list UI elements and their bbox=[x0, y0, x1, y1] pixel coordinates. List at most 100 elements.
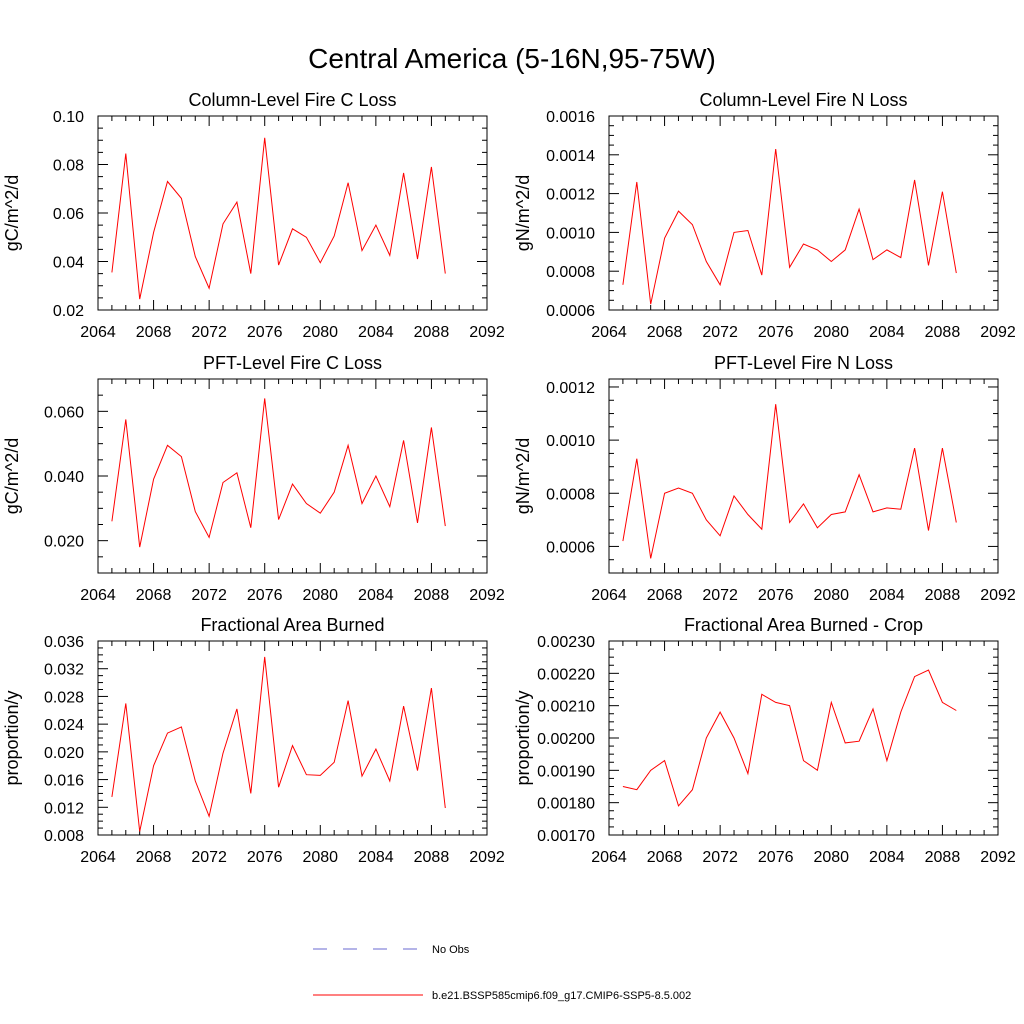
x-tick-label: 2068 bbox=[647, 324, 683, 341]
y-tick-label: 0.00180 bbox=[537, 796, 595, 813]
y-axis-label: proportion/y bbox=[2, 690, 22, 785]
y-tick-label: 0.060 bbox=[44, 404, 84, 421]
x-tick-label: 2072 bbox=[702, 324, 738, 341]
y-tick-label: 0.08 bbox=[53, 158, 84, 175]
x-tick-label: 2072 bbox=[702, 587, 738, 604]
y-tick-label: 0.0012 bbox=[546, 380, 595, 397]
x-tick-label: 2068 bbox=[136, 849, 172, 866]
y-tick-label: 0.0008 bbox=[546, 486, 595, 503]
y-tick-label: 0.00230 bbox=[537, 634, 595, 651]
x-tick-label: 2068 bbox=[136, 324, 172, 341]
x-tick-label: 2064 bbox=[591, 324, 627, 341]
x-tick-label: 2068 bbox=[647, 587, 683, 604]
x-tick-label: 2064 bbox=[80, 587, 116, 604]
chart-panel: Fractional Area Burned - Crop proportion/… bbox=[513, 615, 1016, 866]
panel-title: Fractional Area Burned - Crop bbox=[684, 615, 923, 635]
x-tick-label: 2084 bbox=[869, 849, 905, 866]
y-axis-label: gC/m^2/d bbox=[2, 438, 22, 514]
x-tick-label: 2088 bbox=[925, 324, 961, 341]
legend: No Obs b.e21.BSSP585cmip6.f09_g17.CMIP6-… bbox=[313, 944, 691, 1002]
chart-panel: Column-Level Fire C Loss gC/m^2/d 2064 2068… bbox=[2, 90, 505, 341]
y-tick-label: 0.020 bbox=[44, 534, 84, 551]
x-tick-label: 2072 bbox=[702, 849, 738, 866]
x-tick-label: 2076 bbox=[247, 324, 283, 341]
y-axis-label: gC/m^2/d bbox=[2, 175, 22, 251]
series-line bbox=[622, 404, 957, 559]
x-tick-label: 2076 bbox=[758, 587, 794, 604]
y-tick-label: 0.032 bbox=[44, 662, 84, 679]
series-line bbox=[622, 669, 957, 807]
legend-label-model-run: b.e21.BSSP585cmip6.f09_g17.CMIP6-SSP5-8.… bbox=[432, 990, 691, 1002]
x-tick-label: 2092 bbox=[469, 849, 505, 866]
x-tick-label: 2080 bbox=[813, 849, 849, 866]
y-tick-label: 0.016 bbox=[44, 773, 84, 790]
x-tick-label: 2076 bbox=[247, 849, 283, 866]
x-tick-label: 2080 bbox=[302, 587, 338, 604]
x-tick-label: 2084 bbox=[869, 324, 905, 341]
series-line bbox=[111, 137, 446, 300]
chart-panel: PFT-Level Fire C Loss gC/m^2/d 2064 2068 207… bbox=[2, 353, 505, 604]
y-tick-label: 0.008 bbox=[44, 828, 84, 845]
panel-title: PFT-Level Fire C Loss bbox=[203, 353, 382, 373]
y-tick-label: 0.020 bbox=[44, 745, 84, 762]
x-tick-label: 2092 bbox=[469, 324, 505, 341]
x-tick-label: 2072 bbox=[191, 587, 227, 604]
x-tick-label: 2080 bbox=[813, 587, 849, 604]
chart-panel: PFT-Level Fire N Loss gN/m^2/d 2064 2068 207… bbox=[513, 353, 1016, 604]
y-tick-label: 0.0010 bbox=[546, 433, 595, 450]
chart-panel: Fractional Area Burned proportion/y 2064 20… bbox=[2, 615, 505, 866]
x-tick-label: 2064 bbox=[80, 849, 116, 866]
y-tick-label: 0.012 bbox=[44, 800, 84, 817]
legend-label-no-obs: No Obs bbox=[432, 944, 470, 956]
y-tick-label: 0.0008 bbox=[546, 264, 595, 281]
x-tick-label: 2076 bbox=[247, 587, 283, 604]
chart-panel: Column-Level Fire N Loss gN/m^2/d 2064 2068… bbox=[513, 90, 1016, 341]
y-tick-label: 0.0012 bbox=[546, 187, 595, 204]
x-tick-label: 2064 bbox=[591, 849, 627, 866]
y-tick-label: 0.0006 bbox=[546, 303, 595, 320]
y-tick-label: 0.00200 bbox=[537, 731, 595, 748]
y-tick-label: 0.00210 bbox=[537, 699, 595, 716]
x-tick-label: 2076 bbox=[758, 849, 794, 866]
x-tick-label: 2084 bbox=[358, 587, 394, 604]
x-tick-label: 2092 bbox=[980, 587, 1016, 604]
y-tick-label: 0.0014 bbox=[546, 148, 595, 165]
x-tick-label: 2088 bbox=[925, 849, 961, 866]
y-tick-label: 0.0016 bbox=[546, 109, 595, 126]
x-tick-label: 2064 bbox=[591, 587, 627, 604]
x-tick-label: 2072 bbox=[191, 324, 227, 341]
y-tick-label: 0.00170 bbox=[537, 828, 595, 845]
x-tick-label: 2064 bbox=[80, 324, 116, 341]
plot-frame bbox=[97, 640, 488, 836]
series-line bbox=[622, 148, 957, 305]
y-tick-label: 0.02 bbox=[53, 303, 84, 320]
y-tick-label: 0.040 bbox=[44, 469, 84, 486]
x-tick-label: 2080 bbox=[813, 324, 849, 341]
x-tick-label: 2072 bbox=[191, 849, 227, 866]
series-line bbox=[111, 656, 446, 832]
y-tick-label: 0.0006 bbox=[546, 539, 595, 556]
y-tick-label: 0.00190 bbox=[537, 763, 595, 780]
x-tick-label: 2092 bbox=[469, 587, 505, 604]
series-line bbox=[111, 398, 446, 548]
panel-title: Column-Level Fire C Loss bbox=[188, 90, 396, 110]
y-tick-label: 0.024 bbox=[44, 717, 84, 734]
panel-title: PFT-Level Fire N Loss bbox=[714, 353, 893, 373]
plot-frame bbox=[608, 640, 999, 836]
y-tick-label: 0.028 bbox=[44, 689, 84, 706]
x-tick-label: 2068 bbox=[647, 849, 683, 866]
x-tick-label: 2080 bbox=[302, 849, 338, 866]
y-axis-label: gN/m^2/d bbox=[513, 438, 533, 514]
x-tick-label: 2080 bbox=[302, 324, 338, 341]
x-tick-label: 2084 bbox=[869, 587, 905, 604]
x-tick-label: 2092 bbox=[980, 324, 1016, 341]
panel-grid: Column-Level Fire C Loss gC/m^2/d 2064 2068… bbox=[2, 90, 1016, 866]
x-tick-label: 2088 bbox=[925, 587, 961, 604]
plot-frame bbox=[608, 378, 999, 574]
y-tick-label: 0.06 bbox=[53, 206, 84, 223]
panel-title: Column-Level Fire N Loss bbox=[699, 90, 907, 110]
panel-title: Fractional Area Burned bbox=[200, 615, 384, 635]
y-tick-label: 0.0010 bbox=[546, 225, 595, 242]
x-tick-label: 2088 bbox=[414, 849, 450, 866]
